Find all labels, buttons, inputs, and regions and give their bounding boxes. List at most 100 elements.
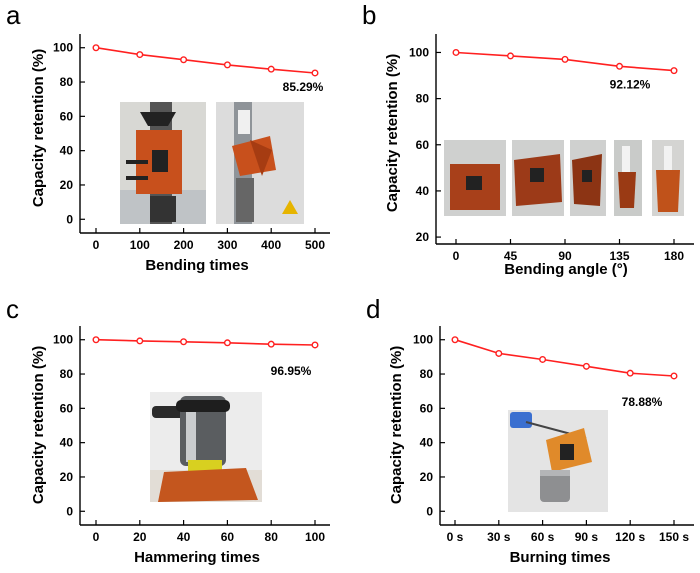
y-tick-label-a: 40 <box>60 144 74 158</box>
panel-letter-a: a <box>6 0 21 30</box>
y-tick-label-c: 60 <box>60 401 74 415</box>
x-axis-label-b: Bending angle (°) <box>504 261 628 278</box>
panel-b: b Capacity retention (%) Bending angle (… <box>362 0 694 278</box>
x-tick-label-a: 300 <box>217 238 237 252</box>
x-tick-label-d: 0 s <box>447 530 464 544</box>
y-tick-label-c: 100 <box>53 333 73 347</box>
panel-letter-d: d <box>366 294 380 324</box>
series-line-c <box>95 338 316 346</box>
x-tick-label-c: 20 <box>133 530 147 544</box>
y-axis-label-c: Capacity retention (%) <box>30 346 47 504</box>
data-point-c <box>223 339 231 347</box>
y-tick-label-b: 20 <box>416 230 430 244</box>
y-tick-label-b: 60 <box>416 138 430 152</box>
data-point-b <box>670 67 678 75</box>
series-d: 78.88% <box>451 336 678 409</box>
panel-letter-b: b <box>362 0 376 30</box>
x-tick-label-b: 180 <box>664 249 684 263</box>
x-tick-label-b: 90 <box>558 249 572 263</box>
y-axis-label-d: Capacity retention (%) <box>388 346 405 504</box>
data-point-d <box>451 336 459 344</box>
x-tick-label-c: 40 <box>177 530 191 544</box>
y-tick-label-c: 0 <box>66 504 73 518</box>
x-tick-label-d: 60 s <box>531 530 555 544</box>
y-tick-label-c: 80 <box>60 367 74 381</box>
x-axis-label-a: Bending times <box>145 257 248 274</box>
y-tick-label-b: 80 <box>416 92 430 106</box>
x-tick-label-a: 100 <box>130 238 150 252</box>
x-tick-label-d: 30 s <box>487 530 511 544</box>
x-tick-label-a: 400 <box>261 238 281 252</box>
panel-a: a Capacity retention (%) Bending times 0… <box>6 0 330 274</box>
data-point-d <box>495 349 503 357</box>
y-tick-label-b: 100 <box>409 45 429 59</box>
x-tick-label-b: 135 <box>609 249 629 263</box>
ticks-c: 0 20 40 60 80 100 0 20 40 60 80 100 <box>53 333 325 544</box>
y-tick-label-a: 0 <box>66 212 73 226</box>
y-tick-label-d: 20 <box>420 470 434 484</box>
x-axis-label-c: Hammering times <box>134 549 260 566</box>
panel-d: d Capacity retention (%) Burning times 0… <box>366 294 694 566</box>
y-tick-label-a: 60 <box>60 109 74 123</box>
end-value-label-d: 78.88% <box>622 395 663 409</box>
y-axis-label-b: Capacity retention (%) <box>384 54 401 212</box>
data-point-b <box>452 48 460 56</box>
data-point-c <box>180 338 188 346</box>
y-tick-label-a: 100 <box>53 41 73 55</box>
inset-photo-bending-test <box>216 102 304 224</box>
y-tick-label-a: 20 <box>60 178 74 192</box>
panel-c: c Capacity retention (%) Hammering times… <box>6 294 330 566</box>
y-tick-label-d: 40 <box>420 436 434 450</box>
data-point-a <box>136 51 144 59</box>
ticks-a: 0 20 40 60 80 100 0 100 200 300 400 500 <box>53 41 325 252</box>
y-tick-label-b: 40 <box>416 184 430 198</box>
y-tick-label-d: 80 <box>420 367 434 381</box>
data-point-d <box>582 362 590 370</box>
y-tick-label-a: 80 <box>60 75 74 89</box>
x-tick-label-d: 90 s <box>575 530 599 544</box>
x-tick-label-b: 45 <box>504 249 518 263</box>
y-tick-label-c: 20 <box>60 470 74 484</box>
data-point-a <box>311 69 319 77</box>
x-tick-label-a: 200 <box>174 238 194 252</box>
data-point-c <box>267 340 275 348</box>
data-point-a <box>223 61 231 69</box>
data-point-c <box>136 337 144 345</box>
data-point-c <box>92 336 100 344</box>
data-point-a <box>180 56 188 64</box>
x-tick-label-a: 500 <box>305 238 325 252</box>
x-tick-label-c: 0 <box>93 530 100 544</box>
end-value-label-a: 85.29% <box>283 80 324 94</box>
inset-photo-hammer <box>150 392 262 502</box>
data-point-c <box>311 341 319 349</box>
series-line-a <box>95 46 316 74</box>
data-point-a <box>267 65 275 73</box>
series-line-d <box>454 338 675 377</box>
y-axis-label-a: Capacity retention (%) <box>30 49 47 207</box>
series-c: 96.95% <box>92 336 319 378</box>
y-tick-label-d: 0 <box>426 504 433 518</box>
x-tick-label-c: 80 <box>265 530 279 544</box>
y-tick-label-c: 40 <box>60 436 74 450</box>
inset-photos-bending-angles <box>444 140 684 216</box>
data-point-d <box>626 369 634 377</box>
data-point-b <box>561 55 569 63</box>
x-tick-label-a: 0 <box>93 238 100 252</box>
end-value-label-b: 92.12% <box>610 78 651 92</box>
inset-photo-bending-setup <box>120 102 206 224</box>
x-tick-label-c: 100 <box>305 530 325 544</box>
series-b: 92.12% <box>452 48 678 92</box>
ticks-d: 0 20 40 60 80 100 0 s 30 s 60 s 90 s 120 s 150 s <box>413 333 689 544</box>
x-tick-label-b: 0 <box>453 249 460 263</box>
x-tick-label-c: 60 <box>221 530 235 544</box>
data-point-b <box>507 52 515 60</box>
x-tick-label-d: 150 s <box>659 530 689 544</box>
end-value-label-c: 96.95% <box>271 364 312 378</box>
data-point-d <box>539 355 547 363</box>
x-axis-label-d: Burning times <box>510 549 611 566</box>
ticks-b: 20 40 60 80 100 0 45 90 135 180 <box>409 45 684 263</box>
inset-photo-burning <box>508 410 608 512</box>
y-tick-label-d: 60 <box>420 401 434 415</box>
series-a: 85.29% <box>92 44 324 94</box>
